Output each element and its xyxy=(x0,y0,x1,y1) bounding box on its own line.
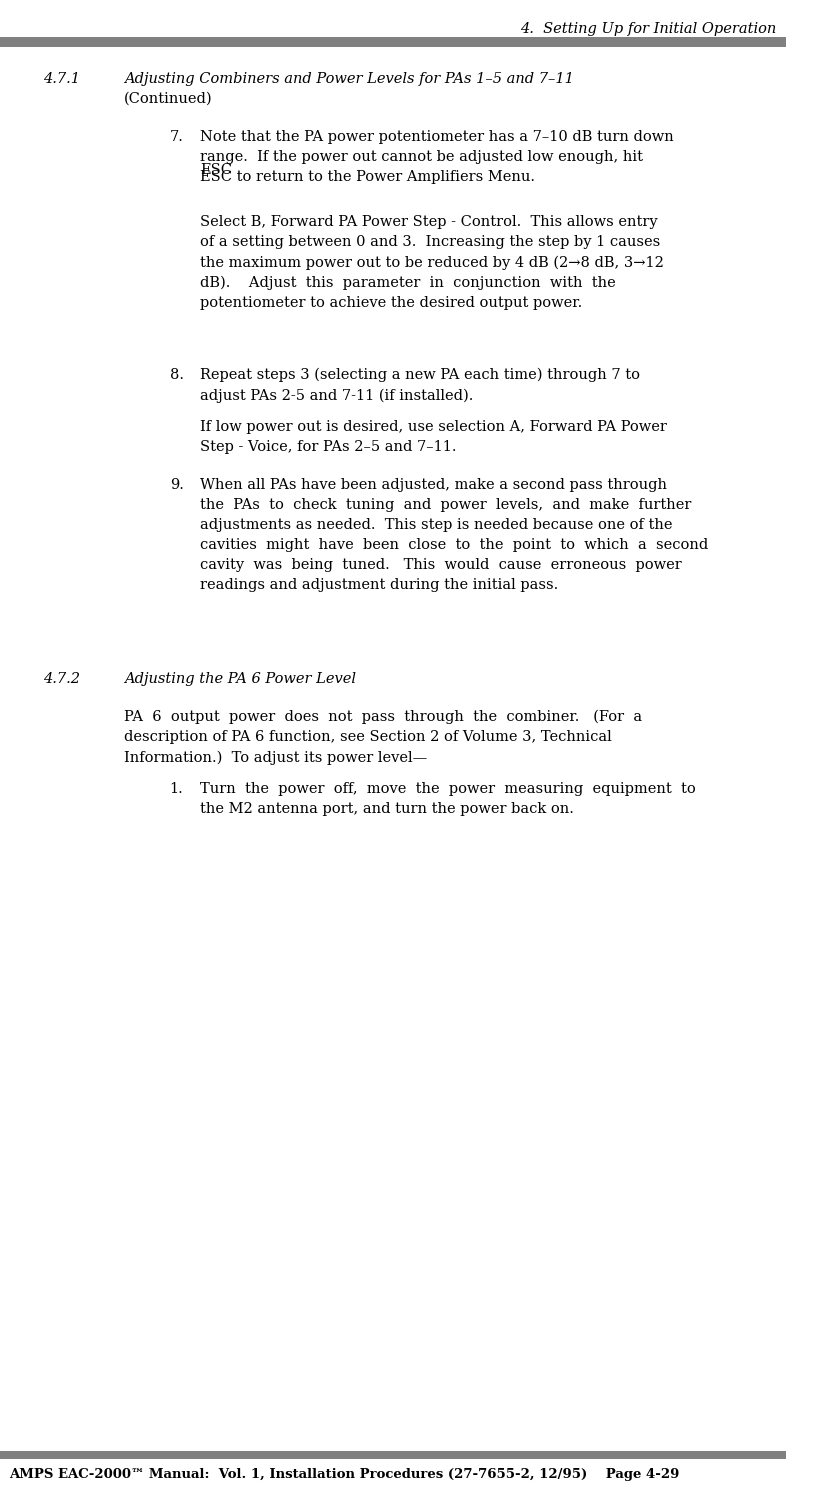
Text: 1.: 1. xyxy=(170,782,183,795)
Text: Adjusting Combiners and Power Levels for PAs 1–5 and 7–11: Adjusting Combiners and Power Levels for… xyxy=(124,72,573,85)
Text: AMPS EAC-2000™ Manual:  Vol. 1, Installation Procedures (27-7655-2, 12/95)    Pa: AMPS EAC-2000™ Manual: Vol. 1, Installat… xyxy=(10,1468,680,1482)
Text: 7.: 7. xyxy=(170,130,183,144)
Text: 8.: 8. xyxy=(170,369,184,382)
Text: 9.: 9. xyxy=(170,478,183,491)
Text: When all PAs have been adjusted, make a second pass through
the  PAs  to  check : When all PAs have been adjusted, make a … xyxy=(200,478,709,592)
Bar xyxy=(0,37,786,46)
Text: ESC: ESC xyxy=(200,163,232,177)
Text: If low power out is desired, use selection A, Forward PA Power
Step - Voice, for: If low power out is desired, use selecti… xyxy=(200,419,667,454)
Text: Adjusting the PA 6 Power Level: Adjusting the PA 6 Power Level xyxy=(124,673,356,686)
Text: Turn  the  power  off,  move  the  power  measuring  equipment  to
the M2 antenn: Turn the power off, move the power measu… xyxy=(200,782,695,816)
Text: 4.  Setting Up for Initial Operation: 4. Setting Up for Initial Operation xyxy=(521,22,776,36)
Text: PA  6  output  power  does  not  pass  through  the  combiner.   (For  a
descrip: PA 6 output power does not pass through … xyxy=(124,710,642,765)
Text: Select B, Forward PA Power Step - Control.  This allows entry
of a setting betwe: Select B, Forward PA Power Step - Contro… xyxy=(200,216,664,310)
Text: 4.7.1: 4.7.1 xyxy=(43,72,80,85)
Text: 4.7.2: 4.7.2 xyxy=(43,673,80,686)
Text: Repeat steps 3 (selecting a new PA each time) through 7 to
adjust PAs 2-5 and 7-: Repeat steps 3 (selecting a new PA each … xyxy=(200,369,640,403)
Text: (Continued): (Continued) xyxy=(124,91,213,106)
Bar xyxy=(0,1452,786,1459)
Text: Note that the PA power potentiometer has a 7–10 dB turn down
range.  If the powe: Note that the PA power potentiometer has… xyxy=(200,130,674,184)
